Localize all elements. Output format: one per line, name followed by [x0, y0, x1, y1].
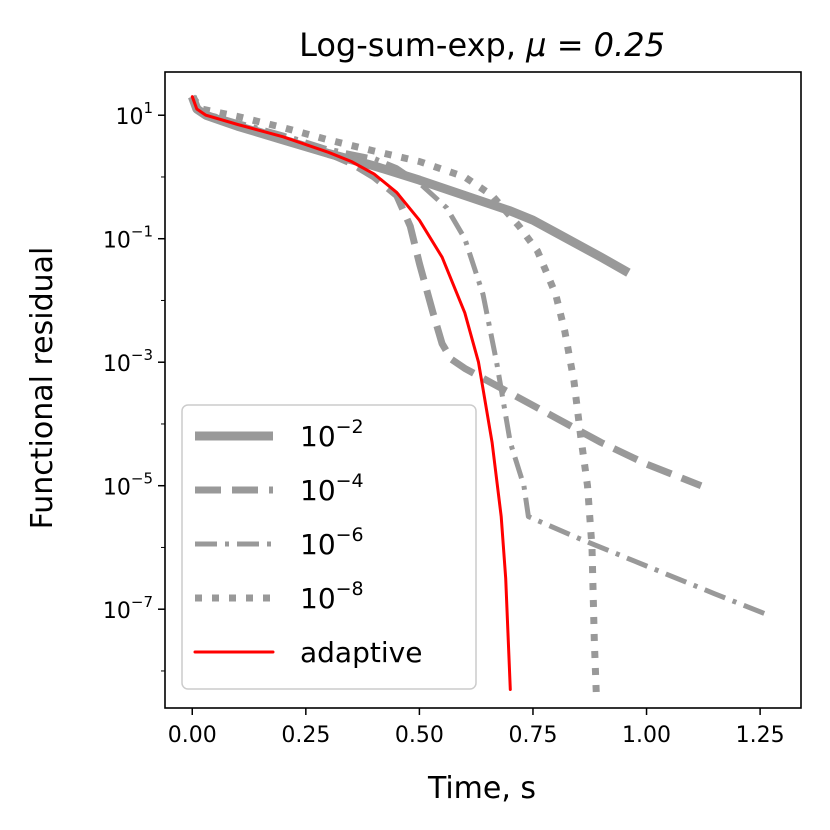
legend-label-3: 10−8	[300, 578, 364, 615]
x-tick-label: 0.25	[281, 723, 330, 748]
y-tick-label: 10−1	[103, 223, 153, 254]
axis-ticks: 0.00 0.25 0.50 0.75 1.00 1.25 101 10−1 10−3 10−5 1…	[103, 99, 785, 748]
plot-frame	[164, 71, 802, 709]
series-line-3	[189, 94, 601, 702]
x-tick-label: 1.25	[736, 723, 785, 748]
legend-label-1: 10−4	[300, 470, 364, 507]
x-tick-label: 0.50	[395, 723, 444, 748]
legend-label-4: adaptive	[300, 636, 422, 669]
legend: 10−2 10−4 10−6 10−8 adaptive	[181, 404, 477, 690]
y-tick-label: 10−5	[103, 470, 153, 501]
legend-box	[181, 404, 477, 690]
chart-title: Log-sum-exp, μ = 0.25	[299, 26, 665, 64]
x-tick-label: 0.75	[508, 723, 557, 748]
y-axis-label: Functional residual	[25, 247, 60, 530]
y-tick-label: 10−7	[103, 593, 153, 624]
x-tick-label: 1.00	[622, 723, 671, 748]
x-axis-label: Time, s	[427, 771, 536, 806]
series-layer	[188, 94, 771, 702]
y-tick-label: 10−3	[103, 346, 153, 377]
legend-label-0: 10−2	[300, 416, 364, 453]
series-line-2	[190, 95, 771, 618]
x-tick-label: 0.00	[168, 723, 217, 748]
y-tick-label: 101	[115, 99, 153, 130]
series-line-4	[190, 95, 512, 691]
legend-label-2: 10−6	[300, 524, 364, 561]
